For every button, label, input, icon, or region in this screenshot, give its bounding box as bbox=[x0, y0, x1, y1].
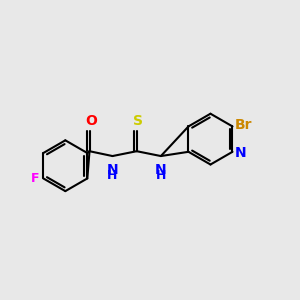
Text: H: H bbox=[107, 169, 118, 182]
Text: S: S bbox=[133, 114, 143, 128]
Text: O: O bbox=[85, 114, 97, 128]
Text: F: F bbox=[31, 172, 39, 185]
Text: N: N bbox=[155, 163, 167, 177]
Text: Br: Br bbox=[235, 118, 252, 132]
Text: N: N bbox=[107, 163, 118, 177]
Text: N: N bbox=[235, 146, 247, 160]
Text: H: H bbox=[156, 169, 166, 182]
